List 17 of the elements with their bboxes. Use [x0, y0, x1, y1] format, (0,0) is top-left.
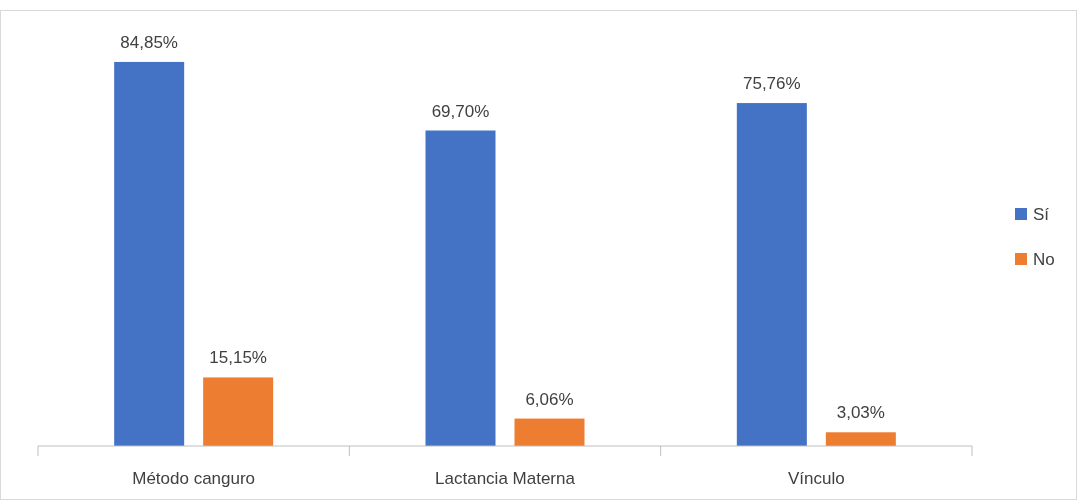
data-label: 75,76%: [743, 74, 801, 94]
data-label: 84,85%: [120, 32, 178, 52]
data-label: 6,06%: [525, 389, 574, 409]
bar: [736, 103, 807, 446]
bar: [203, 377, 274, 446]
legend-label: No: [1033, 250, 1055, 269]
x-tick-label: Lactancia Materna: [435, 469, 576, 488]
bar: [114, 61, 185, 446]
bar: [825, 432, 896, 446]
data-label: 15,15%: [209, 348, 267, 368]
bar: [425, 130, 496, 446]
data-label: 69,70%: [431, 101, 490, 121]
data-label: 3,03%: [836, 403, 885, 423]
x-tick-label: Vínculo: [787, 469, 845, 488]
legend-label: Sí: [1033, 205, 1050, 224]
x-tick-label: Método canguro: [132, 469, 256, 488]
bar: [514, 418, 585, 446]
